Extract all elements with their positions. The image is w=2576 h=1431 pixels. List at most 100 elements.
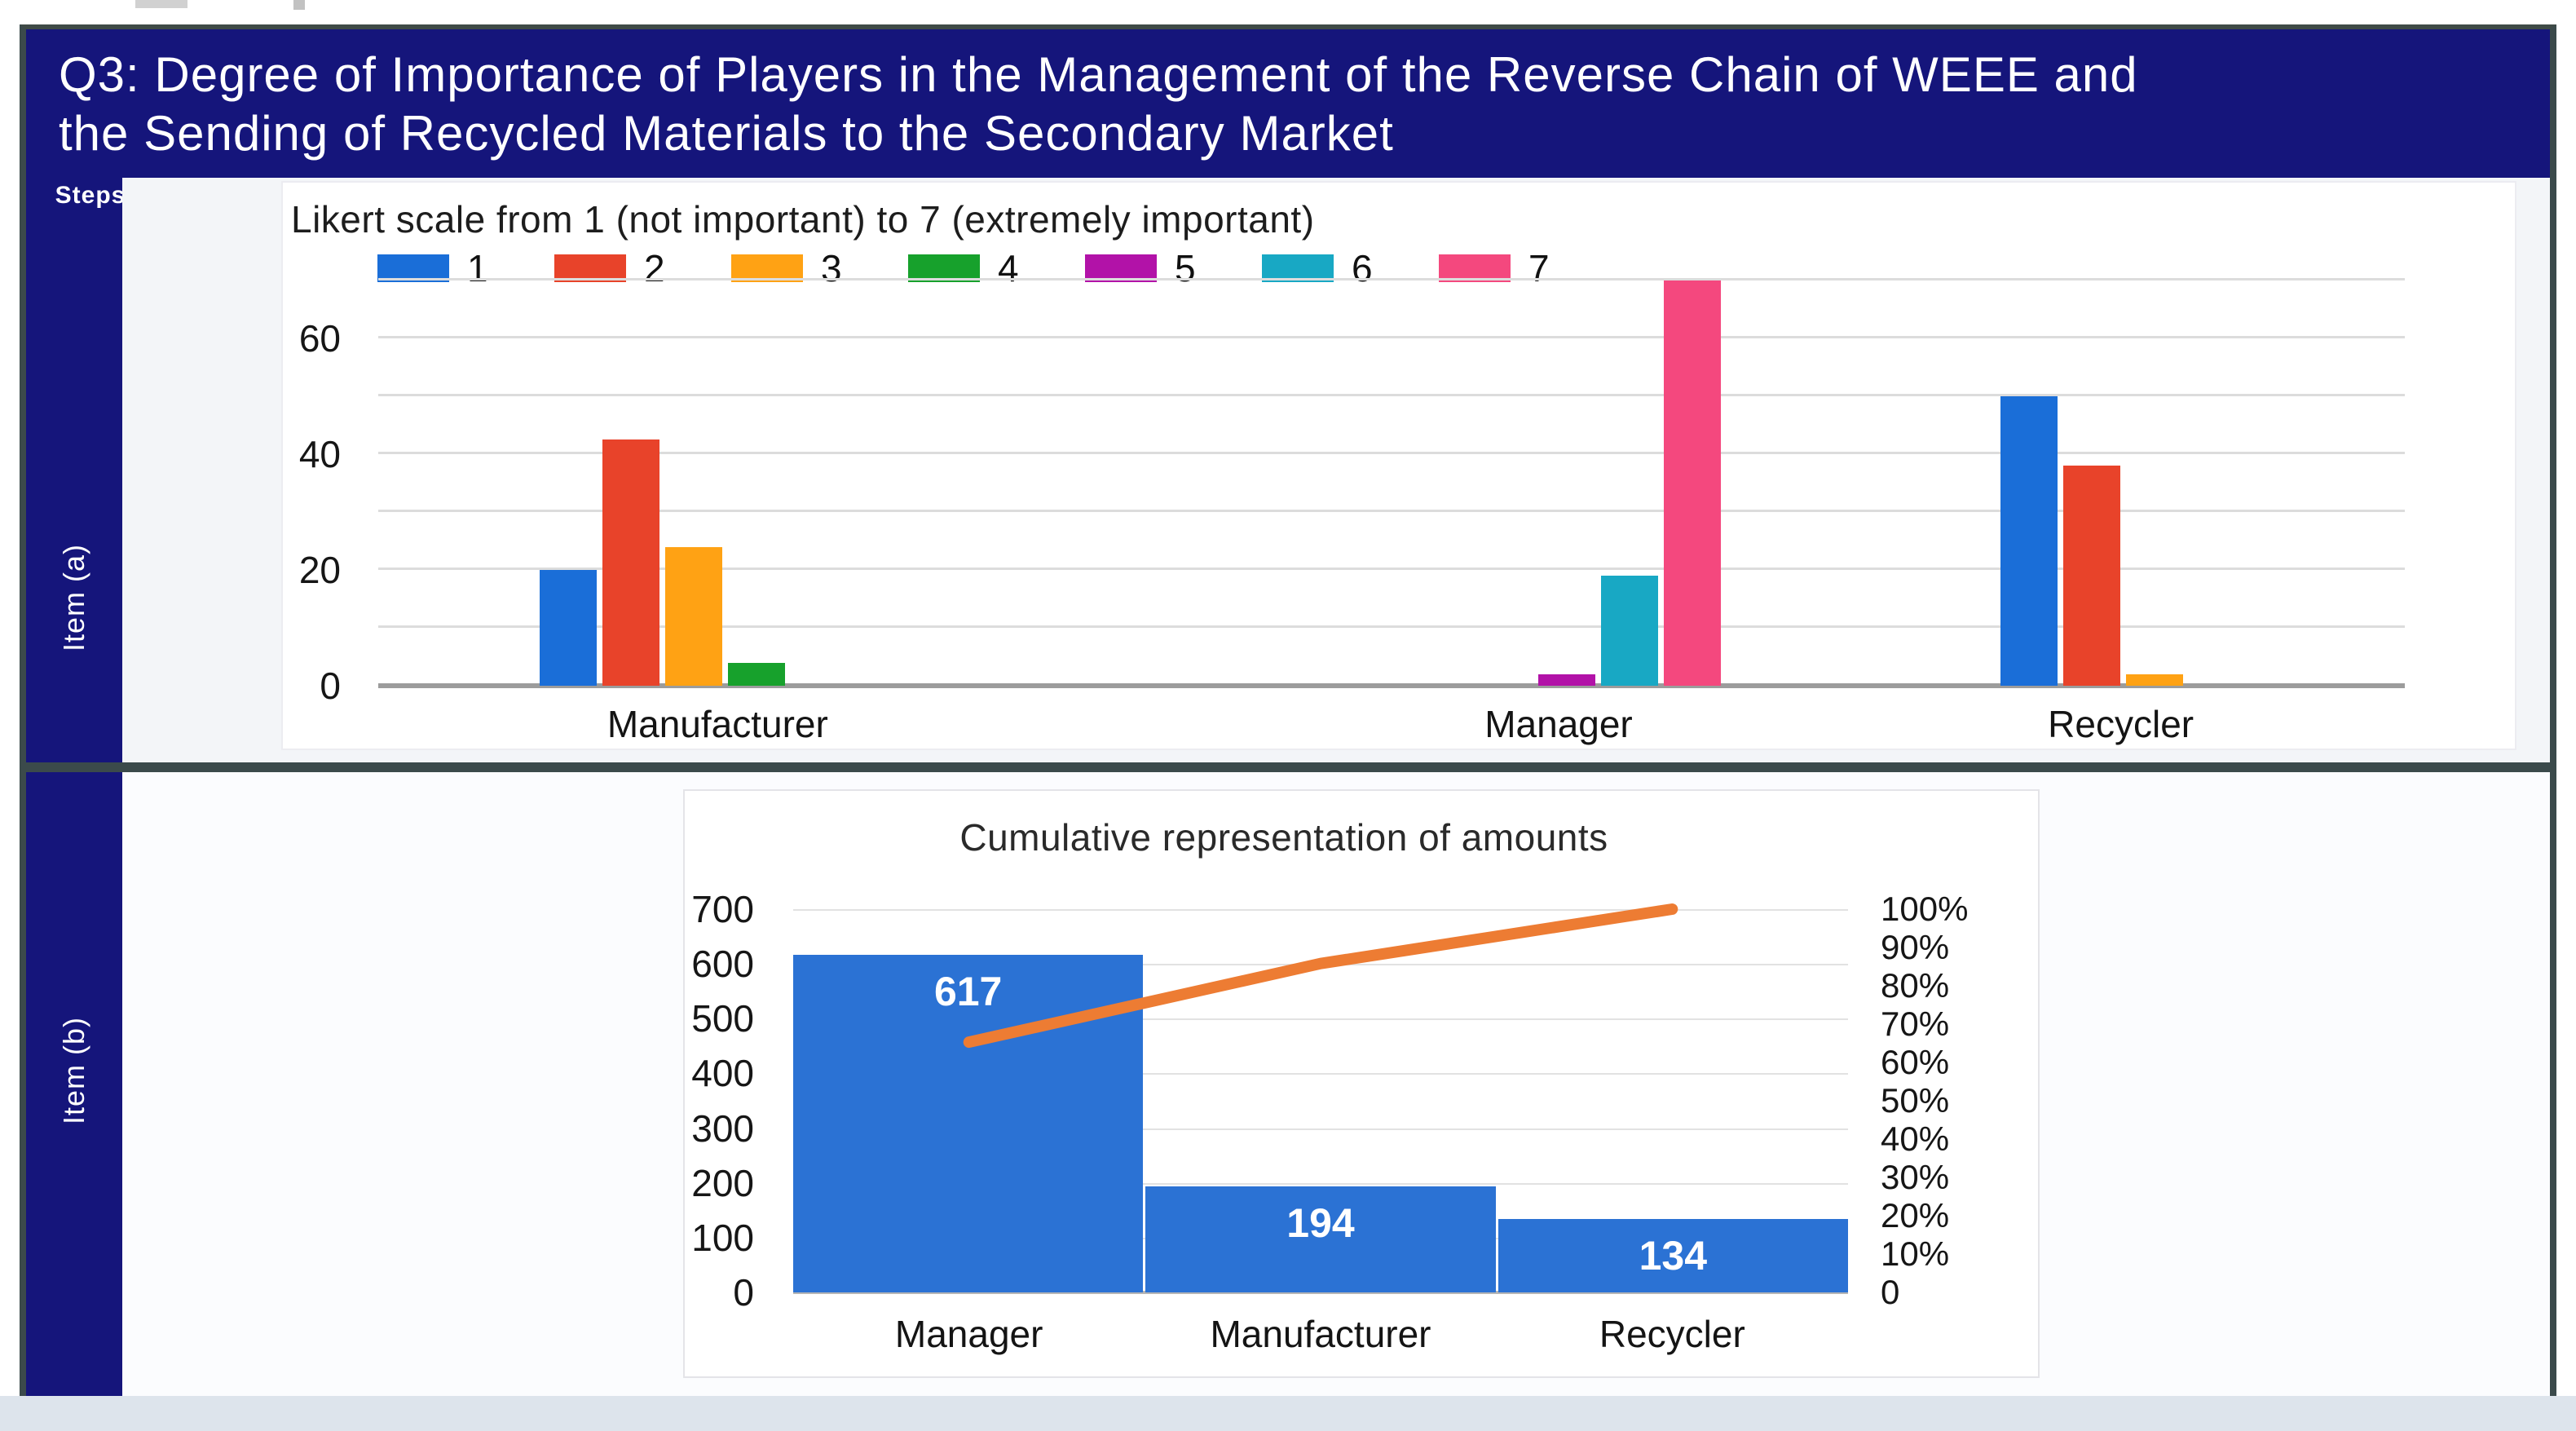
item-a-label: Item (a) bbox=[57, 543, 90, 652]
legend-swatch bbox=[1085, 254, 1157, 282]
bar-slot bbox=[2123, 280, 2186, 686]
bar-slot bbox=[1535, 280, 1598, 686]
likert-chart-card: Likert scale from 1 (not important) to 7… bbox=[281, 181, 2516, 750]
gridline bbox=[378, 336, 2405, 338]
legend-label: 3 bbox=[821, 247, 842, 289]
legend-item: 3 bbox=[731, 246, 908, 290]
bar-value-label: 194 bbox=[1286, 1199, 1355, 1246]
bar bbox=[540, 570, 598, 686]
bar-slot bbox=[537, 280, 600, 686]
pareto-bar: 194 bbox=[1145, 1186, 1496, 1292]
bar-slot bbox=[1284, 280, 1347, 686]
bar-slot bbox=[1598, 280, 1661, 686]
left-axis-tick-label: 500 bbox=[691, 997, 754, 1040]
scan-artifact bbox=[293, 0, 305, 10]
gridline bbox=[378, 452, 2405, 454]
bar-value-label: 134 bbox=[1639, 1233, 1708, 1279]
bar-slot bbox=[1997, 280, 2060, 686]
legend-item: 6 bbox=[1262, 246, 1439, 290]
pareto-bar-wrap: 194 bbox=[1145, 909, 1496, 1292]
left-axis-tick-label: 400 bbox=[691, 1052, 754, 1095]
question-title-line-2: the Sending of Recycled Materials to the… bbox=[59, 106, 1394, 161]
bar-slot bbox=[851, 280, 914, 686]
x-category-label: Manager bbox=[1484, 703, 1633, 745]
right-axis-tick-label: 100% bbox=[1881, 890, 1969, 928]
gridline bbox=[378, 278, 2405, 280]
pareto-bars: 617 194 134 bbox=[793, 909, 1848, 1292]
legend-swatch bbox=[731, 254, 803, 282]
gridline bbox=[378, 394, 2405, 396]
y-tick-label: 40 bbox=[298, 433, 341, 475]
right-axis-tick-label: 0 bbox=[1881, 1273, 1900, 1311]
pareto-bar-wrap: 134 bbox=[1498, 909, 1848, 1292]
bar-group bbox=[1284, 280, 1723, 686]
left-axis-tick-label: 700 bbox=[691, 888, 754, 930]
bar bbox=[728, 662, 786, 686]
legend-swatch bbox=[377, 254, 449, 282]
gridline bbox=[793, 1128, 1848, 1130]
legend-swatch bbox=[1439, 254, 1511, 282]
right-axis-tick-label: 80% bbox=[1881, 966, 1950, 1005]
y-tick-label: 20 bbox=[298, 549, 341, 591]
legend-label: 7 bbox=[1528, 247, 1550, 289]
scan-artifact bbox=[135, 0, 187, 8]
pareto-bar: 134 bbox=[1498, 1219, 1848, 1292]
left-axis-tick-label: 100 bbox=[691, 1216, 754, 1259]
bar-slot bbox=[726, 280, 788, 686]
likert-plot-area: 0 20 40 60 Manufacturer Manager Recycler bbox=[299, 278, 2405, 745]
pareto-x-axis-line bbox=[793, 1291, 1848, 1294]
right-axis-tick-label: 90% bbox=[1881, 928, 1950, 966]
bar-slot bbox=[1472, 280, 1535, 686]
bar-group bbox=[537, 280, 977, 686]
bar-slot bbox=[2374, 280, 2437, 686]
right-axis-tick-label: 70% bbox=[1881, 1005, 1950, 1043]
legend-item: 7 bbox=[1439, 246, 1616, 290]
bar-slot bbox=[2311, 280, 2374, 686]
bar bbox=[1537, 674, 1595, 686]
bar-slot bbox=[2186, 280, 2248, 686]
pareto-chart-title: Cumulative representation of amounts bbox=[959, 816, 1608, 859]
right-axis-tick-label: 50% bbox=[1881, 1081, 1950, 1120]
steps-sidebar: Item (a) Item (b) bbox=[26, 178, 122, 1396]
bar bbox=[2125, 674, 2183, 686]
pareto-right-axis-labels: 100% 90% 80% 70% 60% 50% 40% 30% 20% 10% 0 bbox=[1881, 890, 2027, 1311]
x-category-label: Recycler bbox=[1599, 1313, 1745, 1355]
bar bbox=[665, 546, 723, 686]
x-category-label: Recycler bbox=[2048, 703, 2194, 745]
question-title-bar: Q3: Degree of Importance of Players in t… bbox=[26, 29, 2550, 178]
panel-divider bbox=[26, 762, 2550, 772]
legend-label: 2 bbox=[644, 247, 665, 289]
gridline bbox=[378, 625, 2405, 628]
bar-slot bbox=[1409, 280, 1472, 686]
bar bbox=[2000, 396, 2058, 686]
bar bbox=[602, 439, 660, 686]
likert-chart-title: Likert scale from 1 (not important) to 7… bbox=[291, 198, 1315, 241]
legend-label: 4 bbox=[998, 247, 1019, 289]
left-axis-tick-label: 0 bbox=[733, 1271, 754, 1314]
left-axis-tick-label: 200 bbox=[691, 1161, 754, 1204]
gridline bbox=[378, 568, 2405, 570]
gridline bbox=[793, 909, 1848, 911]
right-axis-tick-label: 20% bbox=[1881, 1196, 1950, 1234]
left-axis-tick-label: 300 bbox=[691, 1106, 754, 1150]
likert-y-axis-labels: 0 20 40 60 bbox=[258, 280, 355, 707]
bar-slot bbox=[1661, 280, 1723, 686]
bar-value-label: 617 bbox=[933, 968, 1003, 1014]
bar-slot bbox=[2248, 280, 2311, 686]
x-category-label: Manager bbox=[894, 1313, 1043, 1355]
legend-item: 1 bbox=[377, 246, 554, 290]
gridline bbox=[378, 510, 2405, 512]
bar-group bbox=[1997, 280, 2437, 686]
likert-x-axis-line bbox=[378, 683, 2405, 688]
pareto-cumulative-line bbox=[963, 903, 1678, 1049]
pareto-plot-area: 700 600 500 400 300 200 100 0 100% 90% 80% 70% 60% 5… bbox=[691, 888, 1968, 1355]
legend-item: 4 bbox=[908, 246, 1085, 290]
right-axis-tick-label: 30% bbox=[1881, 1158, 1950, 1196]
item-b-panel: Cumulative representation of amounts 700… bbox=[122, 772, 2550, 1396]
right-axis-tick-label: 60% bbox=[1881, 1043, 1950, 1081]
page-background-strip bbox=[0, 1396, 2576, 1431]
legend-label: 1 bbox=[467, 247, 488, 289]
right-axis-tick-label: 40% bbox=[1881, 1120, 1950, 1158]
bar-slot bbox=[1347, 280, 1409, 686]
legend-label: 6 bbox=[1352, 247, 1373, 289]
